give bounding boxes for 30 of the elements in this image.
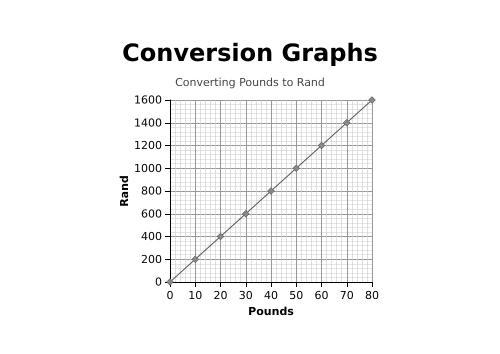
- y-tick-label: 200: [141, 252, 162, 266]
- point: [216, 232, 224, 240]
- x-tick-label: 50: [289, 289, 304, 302]
- x-tick-label: 70: [340, 289, 354, 302]
- x-tick-label: 0: [166, 289, 174, 302]
- y-axis-title: Rand: [118, 175, 132, 207]
- point: [242, 210, 250, 218]
- x-tick-label: 10: [188, 289, 202, 302]
- point: [318, 142, 326, 150]
- y-tick-label: 0: [155, 276, 162, 288]
- x-tick-label: 80: [365, 289, 379, 302]
- x-tick-label: 40: [264, 289, 278, 302]
- x-axis-title: Pounds: [248, 304, 294, 318]
- chart-title: Conversion Graphs: [122, 39, 378, 67]
- x-tick-label: 20: [214, 289, 228, 302]
- point: [343, 119, 350, 126]
- x-tick-label: 30: [238, 289, 253, 302]
- y-tick-label: 1200: [134, 139, 162, 152]
- y-tick-label: 800: [141, 184, 162, 198]
- chart-subtitle: Converting Pounds to Rand: [175, 76, 325, 89]
- y-tick-label: 400: [141, 230, 162, 243]
- point: [292, 164, 300, 172]
- point: [368, 96, 376, 104]
- y-tick-label: 1400: [134, 116, 162, 130]
- point: [192, 256, 199, 263]
- y-tick-label: 1000: [134, 162, 162, 175]
- point: [267, 187, 275, 195]
- y-tick-label: 1600: [134, 94, 162, 106]
- x-tick-label: 60: [314, 289, 328, 302]
- y-tick-label: 600: [141, 207, 162, 220]
